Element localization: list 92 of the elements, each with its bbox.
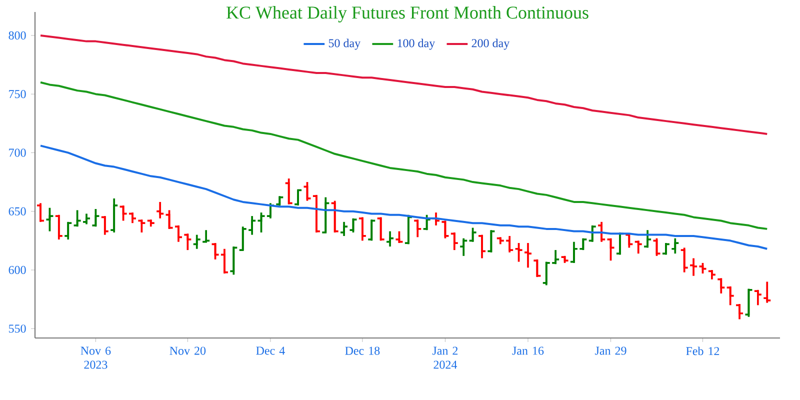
candlestick <box>532 258 542 278</box>
x-tick-label: Feb 12 <box>686 346 720 356</box>
x-tick-label: Nov 6 2023 <box>80 346 111 369</box>
candlestick <box>689 257 698 277</box>
candlestick <box>229 246 238 276</box>
x-tick-label: Jan 16 <box>512 346 544 355</box>
candlestick <box>459 237 468 257</box>
candlestick <box>744 288 754 318</box>
candlestick <box>376 216 386 242</box>
legend-label: 200 day <box>472 38 510 50</box>
candlestick <box>137 218 146 234</box>
candlestick <box>624 232 634 249</box>
x-tick-label: Dec 4 <box>256 346 285 355</box>
candlestick <box>413 218 422 238</box>
candlestick <box>762 280 772 304</box>
candlestick <box>680 246 689 274</box>
candlestick <box>597 220 606 243</box>
candlestick <box>708 269 716 280</box>
candlestick <box>652 237 662 257</box>
candlestick <box>302 181 312 202</box>
candlestick <box>45 206 54 232</box>
candlestick <box>698 262 708 274</box>
candlestick <box>128 212 137 224</box>
y-tick-label: 700 <box>9 148 26 157</box>
candlestick <box>312 194 321 234</box>
candlestick <box>82 212 91 226</box>
candlestick <box>670 237 680 254</box>
candlestick <box>174 224 183 243</box>
candlestick <box>422 214 432 232</box>
candlestick <box>726 285 735 306</box>
candlestick <box>570 240 578 264</box>
candlestick <box>100 215 110 236</box>
candlestick <box>588 224 597 243</box>
candlestick <box>348 217 358 234</box>
candlestick <box>64 220 73 240</box>
legend-label: 100 day <box>398 38 436 50</box>
x-tick-label: Jan 29 <box>595 346 626 355</box>
chart-title: KC Wheat Daily Futures Front Month Continuous <box>226 6 588 22</box>
y-tick-label: 650 <box>8 207 26 216</box>
candlestick <box>284 178 294 206</box>
candlestick <box>524 242 532 269</box>
candlestick <box>275 195 284 206</box>
y-tick-label: 550 <box>8 324 26 333</box>
candlestick <box>183 232 192 251</box>
candlestick <box>478 234 486 260</box>
candlestick <box>716 277 726 294</box>
candlestick <box>606 237 616 262</box>
candlestick <box>321 196 330 234</box>
candlestick <box>202 229 211 243</box>
x-tick-label: Jan 2 2024 <box>432 346 458 369</box>
candlestick <box>634 240 643 254</box>
candlestick <box>118 204 128 222</box>
candlestick <box>486 229 496 254</box>
legend-label: 50 day <box>328 38 361 50</box>
candlestick <box>72 209 82 228</box>
candlestick <box>551 249 560 266</box>
candlestick <box>440 220 450 240</box>
candlestick <box>514 242 524 263</box>
candlestick <box>210 242 220 260</box>
candlestick <box>110 198 119 234</box>
candlestick <box>220 248 229 274</box>
candlestick <box>330 200 340 234</box>
candlestick <box>578 237 588 251</box>
candlestick <box>358 216 367 242</box>
x-tick-label: Dec 18 <box>345 346 380 355</box>
candlestick <box>36 202 45 223</box>
x-tick-label: Nov 20 <box>170 346 206 355</box>
y-tick-label: 800 <box>8 31 26 40</box>
candlestick <box>367 218 376 242</box>
candlestick <box>91 208 100 228</box>
candlestick <box>294 189 302 206</box>
y-tick-label: 750 <box>9 90 26 98</box>
candlestick <box>735 303 744 320</box>
candlestick <box>643 229 652 249</box>
candlestick <box>386 230 394 248</box>
candlestick <box>662 242 670 256</box>
y-tick-label: 600 <box>8 266 26 274</box>
candlestick <box>468 226 478 243</box>
candlestick <box>753 288 762 306</box>
candlestick <box>238 226 248 251</box>
candlestick <box>266 202 275 220</box>
candlestick <box>542 260 551 286</box>
candlestick <box>450 232 459 251</box>
candlestick <box>156 201 165 220</box>
candlestick <box>394 230 404 244</box>
candlestick <box>248 215 256 236</box>
candlestick <box>192 234 202 250</box>
candlestick <box>256 212 266 234</box>
candlestick <box>54 214 64 240</box>
candlestick <box>340 220 348 237</box>
candlestick <box>505 235 514 254</box>
candlestick <box>164 209 174 230</box>
